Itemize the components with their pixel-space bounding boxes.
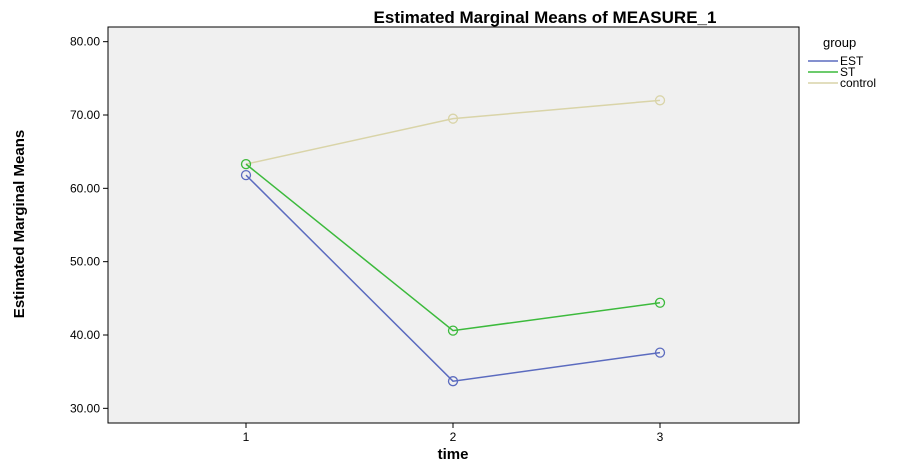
data-point-st-1	[240, 158, 252, 170]
chart-title: Estimated Marginal Means of MEASURE_1	[374, 8, 717, 27]
x-tick-label: 1	[243, 430, 250, 444]
series-line-control	[245, 99, 661, 165]
legend-label-control: control	[840, 76, 876, 90]
y-tick-label: 30.00	[70, 401, 100, 415]
data-point-est-1	[240, 169, 252, 181]
y-tick-label: 50.00	[70, 255, 100, 269]
y-tick-label: 80.00	[70, 35, 100, 49]
x-axis-ticks: 1 2 3	[243, 423, 664, 444]
data-point-st-2	[447, 325, 459, 336]
plot-background	[107, 26, 800, 424]
data-point-est-2	[447, 376, 459, 387]
x-tick-label: 2	[450, 430, 457, 444]
data-point-control-2	[447, 113, 459, 124]
data-point-control-3	[654, 95, 666, 106]
data-point-est-3	[654, 347, 666, 358]
y-tick-label: 70.00	[70, 108, 100, 122]
x-axis-label: time	[438, 446, 469, 461]
data-point-st-3	[654, 297, 666, 308]
legend-title: group	[823, 35, 856, 50]
y-tick-label: 40.00	[70, 328, 100, 342]
x-tick-label: 3	[657, 430, 664, 444]
legend-label-est: EST	[840, 54, 864, 68]
y-axis-label: Estimated Marginal Means	[11, 130, 28, 318]
series-line-st	[245, 163, 661, 332]
legend-label-st: ST	[840, 65, 856, 79]
series-line-est	[245, 174, 661, 382]
y-axis-ticks: 30.00 40.00 50.00 60.00 70.00 80.00	[70, 35, 108, 415]
series-lines	[240, 95, 666, 387]
y-tick-label: 60.00	[70, 181, 100, 195]
